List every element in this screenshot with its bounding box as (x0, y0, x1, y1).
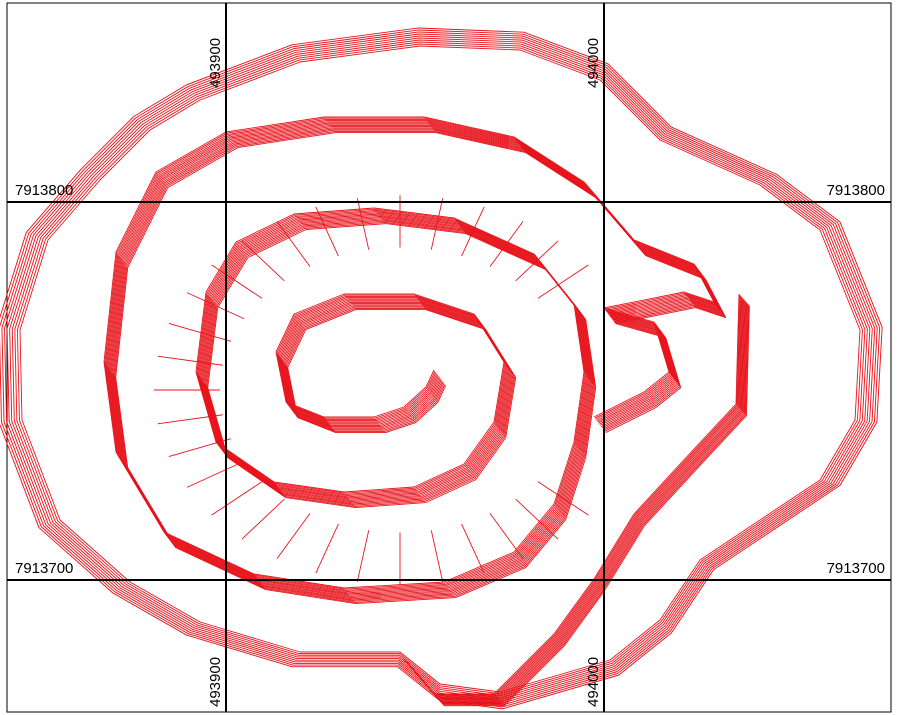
contour (411, 302, 748, 704)
contour (515, 240, 559, 282)
contour (409, 300, 746, 701)
contour (16, 43, 863, 695)
grid-label: 493900 (207, 38, 224, 88)
contour (14, 41, 866, 697)
grid-label: 7913800 (827, 182, 885, 199)
grid-label: 494000 (585, 38, 602, 88)
contour (356, 198, 370, 250)
contour (157, 355, 223, 366)
contour (410, 301, 746, 702)
contour (537, 481, 589, 516)
contour (489, 513, 524, 559)
contour (11, 39, 868, 699)
contour (276, 513, 311, 559)
contour (537, 264, 589, 299)
grid-label: 494000 (585, 657, 602, 707)
contour (157, 414, 223, 425)
contour (408, 299, 745, 700)
grid-label: 7913800 (15, 182, 73, 199)
contour (515, 498, 559, 540)
contour (356, 530, 370, 582)
contours (0, 27, 883, 710)
contour (315, 206, 339, 257)
grid-label: 7913700 (15, 560, 73, 577)
contour (168, 322, 231, 342)
contour (241, 240, 285, 282)
contour (0, 29, 881, 708)
contour (9, 37, 871, 700)
contour (430, 530, 444, 582)
contour (276, 221, 311, 267)
contour (461, 523, 485, 574)
contour (186, 292, 245, 320)
contour (407, 298, 744, 699)
contour (430, 198, 444, 250)
grid-label: 493900 (207, 657, 224, 707)
contour (4, 33, 876, 704)
contour (6, 35, 873, 702)
contour (115, 132, 727, 605)
contour (406, 297, 743, 699)
grid-label: 7913700 (827, 560, 885, 577)
contour (412, 303, 749, 705)
contour (19, 45, 861, 693)
contour (241, 498, 285, 540)
contour (461, 206, 485, 257)
contour (315, 523, 339, 574)
contour (186, 460, 245, 488)
contour (1, 31, 878, 706)
contour (211, 481, 263, 516)
contour (211, 264, 263, 299)
contour (406, 296, 742, 698)
contour (489, 221, 524, 267)
contour (410, 302, 747, 703)
contour (168, 438, 231, 458)
contour (0, 27, 883, 710)
